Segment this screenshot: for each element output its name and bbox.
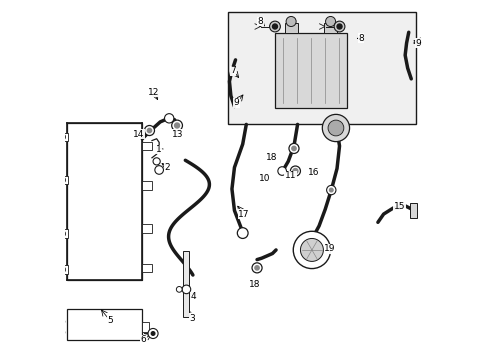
- Text: 18: 18: [248, 280, 260, 289]
- Text: 18: 18: [265, 153, 277, 162]
- Circle shape: [144, 126, 154, 135]
- Bar: [61, 229, 68, 238]
- Circle shape: [325, 17, 335, 27]
- Circle shape: [293, 231, 330, 269]
- Text: 9: 9: [415, 39, 421, 48]
- Text: 8: 8: [357, 34, 363, 43]
- Bar: [61, 133, 68, 141]
- Circle shape: [290, 166, 300, 176]
- Circle shape: [60, 177, 65, 183]
- Bar: [61, 176, 68, 184]
- Circle shape: [277, 167, 286, 175]
- Text: 3: 3: [189, 314, 195, 323]
- Circle shape: [60, 231, 65, 237]
- Text: 8: 8: [257, 17, 263, 26]
- Text: 7: 7: [230, 66, 235, 75]
- Circle shape: [251, 263, 262, 273]
- Text: 19: 19: [324, 244, 335, 253]
- Circle shape: [148, 328, 158, 338]
- Circle shape: [292, 168, 297, 174]
- Circle shape: [269, 21, 280, 32]
- Bar: [409, 203, 416, 218]
- Circle shape: [288, 143, 298, 153]
- Circle shape: [322, 114, 349, 141]
- Circle shape: [291, 146, 296, 150]
- Circle shape: [300, 238, 323, 261]
- Circle shape: [174, 123, 179, 128]
- Circle shape: [151, 332, 155, 335]
- Bar: [142, 181, 151, 190]
- Circle shape: [182, 285, 190, 294]
- Text: 1: 1: [156, 145, 162, 154]
- Bar: [183, 251, 189, 317]
- Circle shape: [327, 120, 343, 136]
- Text: 17: 17: [238, 210, 249, 219]
- Bar: [67, 123, 142, 280]
- Bar: [183, 251, 189, 317]
- Circle shape: [60, 134, 65, 140]
- Bar: [142, 224, 151, 233]
- Bar: [284, 23, 297, 33]
- Circle shape: [326, 185, 335, 195]
- Bar: [142, 141, 151, 150]
- Circle shape: [329, 188, 332, 192]
- Text: 6: 6: [140, 335, 146, 344]
- Circle shape: [171, 120, 182, 131]
- Circle shape: [147, 129, 151, 133]
- Text: 16: 16: [307, 168, 319, 177]
- Bar: [69, 311, 140, 337]
- Text: 5: 5: [107, 316, 113, 325]
- Circle shape: [60, 267, 65, 273]
- Circle shape: [59, 319, 65, 324]
- Circle shape: [164, 114, 174, 123]
- Text: 10: 10: [258, 174, 269, 183]
- Bar: [61, 265, 68, 274]
- Circle shape: [272, 24, 277, 29]
- Text: 15: 15: [393, 202, 405, 211]
- Circle shape: [59, 329, 65, 335]
- Circle shape: [237, 228, 247, 238]
- Bar: [228, 12, 415, 125]
- Bar: [70, 126, 139, 278]
- Bar: [142, 264, 151, 272]
- Text: 9: 9: [233, 98, 239, 107]
- Circle shape: [336, 24, 341, 29]
- Circle shape: [333, 21, 344, 32]
- Bar: [324, 23, 336, 33]
- Bar: [274, 33, 346, 108]
- Text: 14: 14: [133, 130, 144, 139]
- Text: 11: 11: [284, 171, 296, 180]
- Text: 2: 2: [164, 163, 170, 172]
- Text: 12: 12: [148, 87, 160, 96]
- Text: 13: 13: [172, 130, 183, 139]
- Circle shape: [176, 287, 182, 292]
- Text: 4: 4: [190, 292, 196, 301]
- Bar: [67, 309, 142, 339]
- Circle shape: [155, 166, 163, 174]
- Bar: [142, 322, 149, 332]
- Circle shape: [254, 266, 259, 270]
- Circle shape: [285, 17, 296, 27]
- Circle shape: [153, 158, 160, 165]
